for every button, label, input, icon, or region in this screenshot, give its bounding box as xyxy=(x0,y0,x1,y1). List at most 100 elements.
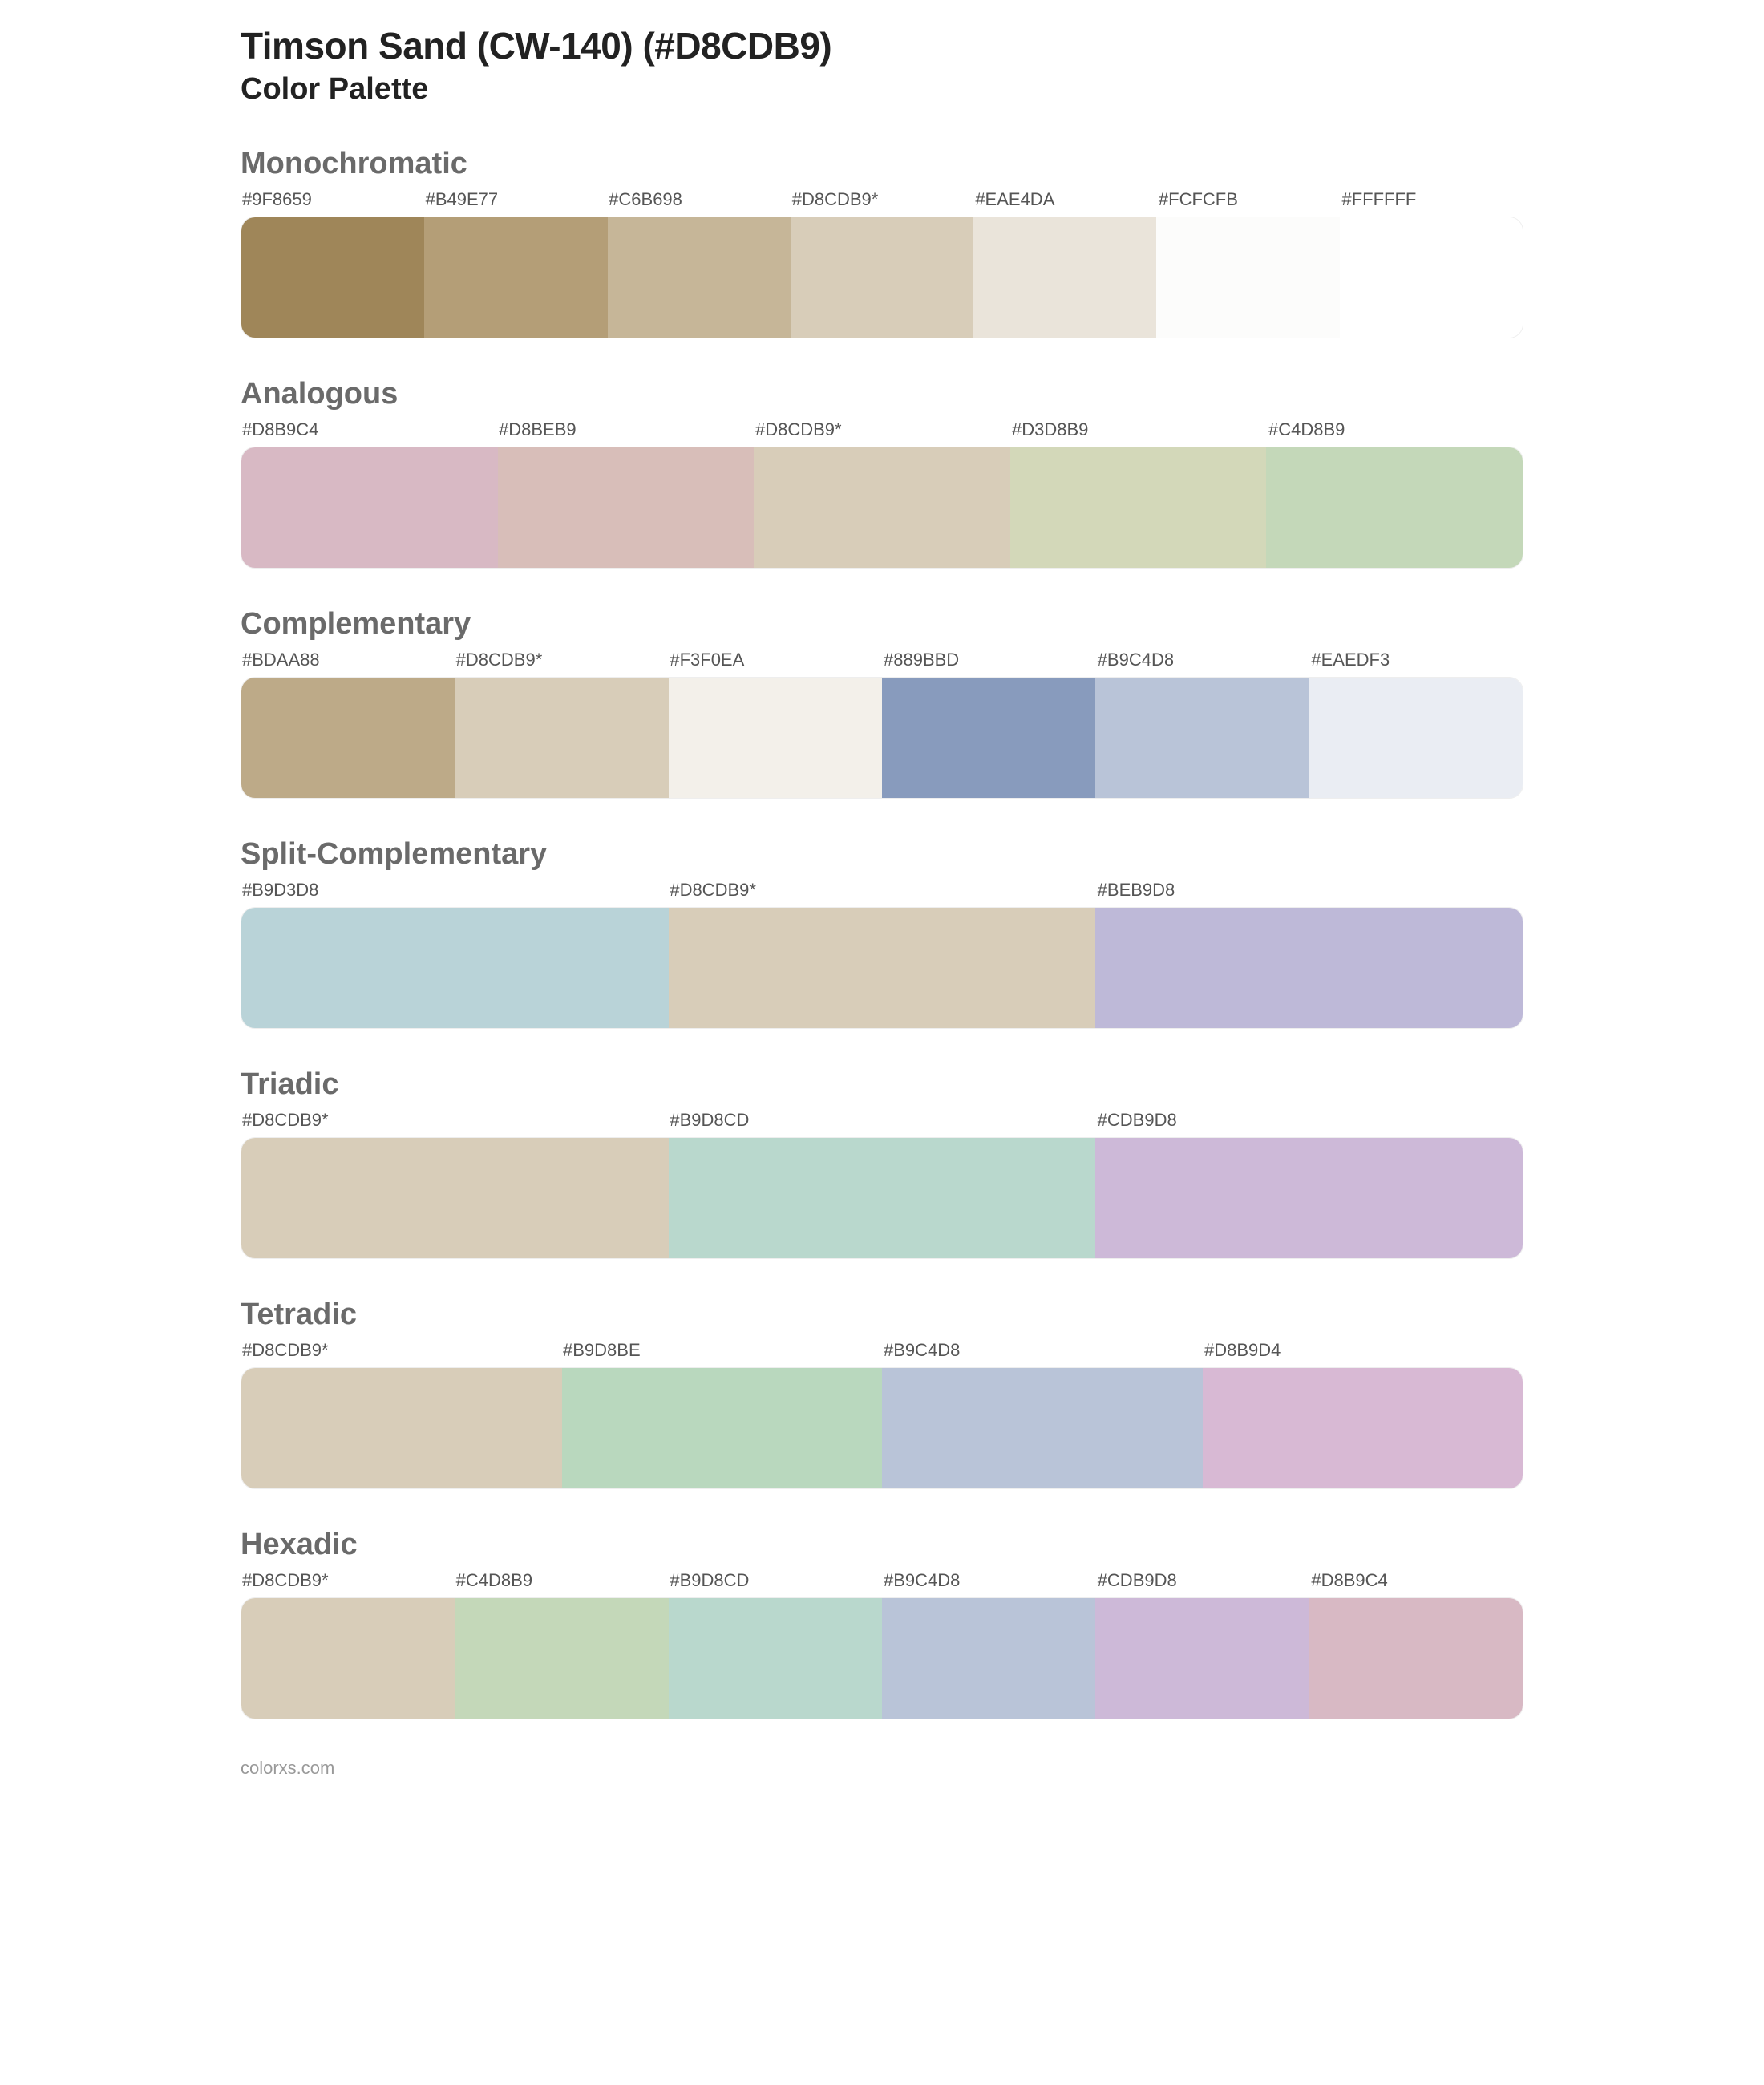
swatch-label: #9F8659 xyxy=(241,188,424,217)
swatch-label: #D8CDB9* xyxy=(791,188,974,217)
swatch-row xyxy=(241,1137,1523,1259)
swatch-label: #CDB9D8 xyxy=(1096,1569,1310,1597)
swatch-label: #EAEDF3 xyxy=(1309,648,1523,677)
swatch-label: #D8CDB9* xyxy=(668,878,1095,907)
color-swatch[interactable] xyxy=(1010,447,1267,568)
color-swatch[interactable] xyxy=(1095,678,1309,798)
color-swatch[interactable] xyxy=(669,678,882,798)
color-swatch[interactable] xyxy=(669,1598,882,1719)
palette-section: Analogous #D8B9C4#D8BEB9#D8CDB9*#D3D8B9#C… xyxy=(241,377,1523,569)
palette-section: Triadic #D8CDB9*#B9D8CD#CDB9D8 xyxy=(241,1067,1523,1259)
color-swatch[interactable] xyxy=(669,908,1096,1028)
swatch-label: #B9C4D8 xyxy=(882,1569,1096,1597)
swatch-label: #D8CDB9* xyxy=(241,1108,668,1137)
section-title: Split-Complementary xyxy=(241,837,1523,872)
color-swatch[interactable] xyxy=(241,1138,669,1258)
color-swatch[interactable] xyxy=(1266,447,1523,568)
color-swatch[interactable] xyxy=(1309,678,1523,798)
section-title: Analogous xyxy=(241,377,1523,411)
swatch-label: #D8B9C4 xyxy=(241,418,497,447)
page: Timson Sand (CW-140) (#D8CDB9) Color Pal… xyxy=(0,0,1764,1803)
color-swatch[interactable] xyxy=(1156,217,1339,338)
swatch-label: #EAE4DA xyxy=(973,188,1157,217)
palette-section: Hexadic #D8CDB9*#C4D8B9#B9D8CD#B9C4D8#CDB… xyxy=(241,1528,1523,1719)
palette-section: Monochromatic #9F8659#B49E77#C6B698#D8CDB… xyxy=(241,147,1523,338)
swatch-label: #D8B9D4 xyxy=(1203,1338,1523,1367)
section-title: Complementary xyxy=(241,607,1523,642)
swatch-label: #D8BEB9 xyxy=(497,418,754,447)
label-row: #D8B9C4#D8BEB9#D8CDB9*#D3D8B9#C4D8B9 xyxy=(241,418,1523,447)
label-row: #BDAA88#D8CDB9*#F3F0EA#889BBD#B9C4D8#EAE… xyxy=(241,648,1523,677)
swatch-label: #C6B698 xyxy=(607,188,791,217)
swatch-label: #B9C4D8 xyxy=(1096,648,1310,677)
swatch-label: #FFFFFF xyxy=(1340,188,1523,217)
swatch-label: #D8CDB9* xyxy=(241,1338,561,1367)
color-swatch[interactable] xyxy=(882,1598,1095,1719)
swatch-row xyxy=(241,447,1523,569)
color-swatch[interactable] xyxy=(241,678,455,798)
sections-container: Monochromatic#9F8659#B49E77#C6B698#D8CDB… xyxy=(241,147,1523,1719)
section-title: Monochromatic xyxy=(241,147,1523,181)
page-title: Timson Sand (CW-140) (#D8CDB9) xyxy=(241,24,1523,67)
label-row: #9F8659#B49E77#C6B698#D8CDB9*#EAE4DA#FCF… xyxy=(241,188,1523,217)
color-swatch[interactable] xyxy=(1095,1138,1523,1258)
label-row: #D8CDB9*#B9D8BE#B9C4D8#D8B9D4 xyxy=(241,1338,1523,1367)
swatch-label: #B49E77 xyxy=(424,188,608,217)
color-swatch[interactable] xyxy=(455,678,668,798)
swatch-label: #CDB9D8 xyxy=(1096,1108,1523,1137)
swatch-label: #D8B9C4 xyxy=(1309,1569,1523,1597)
section-title: Tetradic xyxy=(241,1298,1523,1332)
swatch-row xyxy=(241,217,1523,338)
color-swatch[interactable] xyxy=(1095,908,1523,1028)
swatch-label: #C4D8B9 xyxy=(1267,418,1523,447)
page-subtitle: Color Palette xyxy=(241,72,1523,107)
palette-section: Split-Complementary #B9D3D8#D8CDB9*#BEB9D… xyxy=(241,837,1523,1029)
swatch-label: #B9D8BE xyxy=(561,1338,882,1367)
swatch-label: #B9D8CD xyxy=(668,1108,1095,1137)
swatch-label: #B9D8CD xyxy=(668,1569,882,1597)
color-swatch[interactable] xyxy=(498,447,755,568)
color-swatch[interactable] xyxy=(562,1368,883,1488)
color-swatch[interactable] xyxy=(791,217,973,338)
color-swatch[interactable] xyxy=(754,447,1010,568)
color-swatch[interactable] xyxy=(241,447,498,568)
color-swatch[interactable] xyxy=(973,217,1156,338)
section-title: Triadic xyxy=(241,1067,1523,1102)
swatch-label: #B9D3D8 xyxy=(241,878,668,907)
color-swatch[interactable] xyxy=(241,1368,562,1488)
swatch-row xyxy=(241,907,1523,1029)
label-row: #D8CDB9*#B9D8CD#CDB9D8 xyxy=(241,1108,1523,1137)
section-title: Hexadic xyxy=(241,1528,1523,1562)
swatch-label: #F3F0EA xyxy=(668,648,882,677)
color-swatch[interactable] xyxy=(1095,1598,1309,1719)
palette-section: Tetradic #D8CDB9*#B9D8BE#B9C4D8#D8B9D4 xyxy=(241,1298,1523,1489)
color-swatch[interactable] xyxy=(241,217,424,338)
swatch-label: #BEB9D8 xyxy=(1096,878,1523,907)
swatch-label: #FCFCFB xyxy=(1157,188,1341,217)
color-swatch[interactable] xyxy=(1309,1598,1523,1719)
swatch-label: #BDAA88 xyxy=(241,648,455,677)
swatch-label: #889BBD xyxy=(882,648,1096,677)
color-swatch[interactable] xyxy=(669,1138,1096,1258)
footer-credit: colorxs.com xyxy=(241,1758,1523,1779)
swatch-label: #D3D8B9 xyxy=(1010,418,1267,447)
swatch-row xyxy=(241,1367,1523,1489)
swatch-row xyxy=(241,1597,1523,1719)
color-swatch[interactable] xyxy=(241,908,669,1028)
label-row: #B9D3D8#D8CDB9*#BEB9D8 xyxy=(241,878,1523,907)
swatch-row xyxy=(241,677,1523,799)
swatch-label: #D8CDB9* xyxy=(455,648,669,677)
color-swatch[interactable] xyxy=(882,678,1095,798)
palette-section: Complementary #BDAA88#D8CDB9*#F3F0EA#889B… xyxy=(241,607,1523,799)
color-swatch[interactable] xyxy=(1203,1368,1523,1488)
color-swatch[interactable] xyxy=(608,217,791,338)
color-swatch[interactable] xyxy=(455,1598,668,1719)
color-swatch[interactable] xyxy=(424,217,607,338)
color-swatch[interactable] xyxy=(1340,217,1523,338)
swatch-label: #D8CDB9* xyxy=(241,1569,455,1597)
swatch-label: #B9C4D8 xyxy=(882,1338,1203,1367)
label-row: #D8CDB9*#C4D8B9#B9D8CD#B9C4D8#CDB9D8#D8B… xyxy=(241,1569,1523,1597)
color-swatch[interactable] xyxy=(241,1598,455,1719)
color-swatch[interactable] xyxy=(882,1368,1203,1488)
swatch-label: #C4D8B9 xyxy=(455,1569,669,1597)
